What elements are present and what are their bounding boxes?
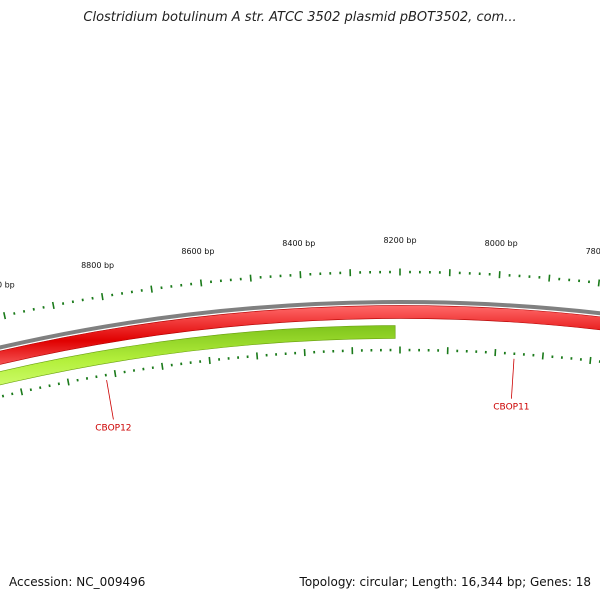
outer-tick-minor xyxy=(13,312,16,315)
outer-tick-major xyxy=(597,279,600,287)
scale-tick-major xyxy=(66,378,70,386)
scale-tick-major xyxy=(161,362,164,370)
scale-label-9000: 9000 bp xyxy=(0,280,15,289)
outer-tick-minor xyxy=(42,306,45,309)
scale-tick-minor xyxy=(39,386,42,390)
gene-label-cbop12[interactable]: CBOP12 xyxy=(95,424,131,434)
outer-tick-major xyxy=(51,301,55,310)
outer-tick-major xyxy=(3,312,7,320)
scale-label-8600: 8600 bp xyxy=(181,247,214,256)
scale-label-8200: 8200 bp xyxy=(383,236,416,245)
scale-tick-minor xyxy=(1,394,5,398)
outer-tick-minor xyxy=(91,296,94,300)
scale-tick-major xyxy=(113,369,117,378)
scale-tick-major xyxy=(256,352,259,360)
scale-label-8000: 8000 bp xyxy=(485,239,518,248)
outer-tick-major xyxy=(101,292,104,301)
gene-arc-cbop11[interactable] xyxy=(0,305,600,375)
scale-label-8400: 8400 bp xyxy=(282,239,315,248)
gene-arc-cbop12[interactable] xyxy=(0,325,396,397)
outer-tick-major xyxy=(150,285,153,293)
scale-tick-minor xyxy=(11,392,14,396)
scale-tick-major xyxy=(589,356,592,365)
scale-label-7800: 7800 bp xyxy=(586,247,600,256)
outer-tick-minor xyxy=(32,307,35,311)
scale-tick-major xyxy=(20,388,24,396)
scale-tick-minor xyxy=(48,384,51,388)
scale-tick-major xyxy=(208,356,211,365)
gene-leader-cbop11 xyxy=(511,358,515,399)
outer-tick-major xyxy=(249,274,252,282)
scale-tick-minor xyxy=(57,382,60,386)
scale-tick-major xyxy=(541,352,544,360)
accession-text: Accession: NC_009496 xyxy=(9,575,146,589)
map-summary-text: Topology: circular; Length: 16,344 bp; G… xyxy=(299,575,591,589)
plasmid-backbone xyxy=(0,300,600,350)
map-title: Clostridium botulinum A str. ATCC 3502 p… xyxy=(83,10,517,25)
outer-tick-minor xyxy=(22,310,26,313)
gene-leader-cbop12 xyxy=(106,380,114,420)
scale-tick-minor xyxy=(29,388,32,392)
gene-label-cbop11[interactable]: CBOP11 xyxy=(493,403,529,413)
outer-tick-major xyxy=(548,274,551,282)
outer-tick-major xyxy=(199,279,203,287)
scale-label-8800: 8800 bp xyxy=(81,261,114,270)
